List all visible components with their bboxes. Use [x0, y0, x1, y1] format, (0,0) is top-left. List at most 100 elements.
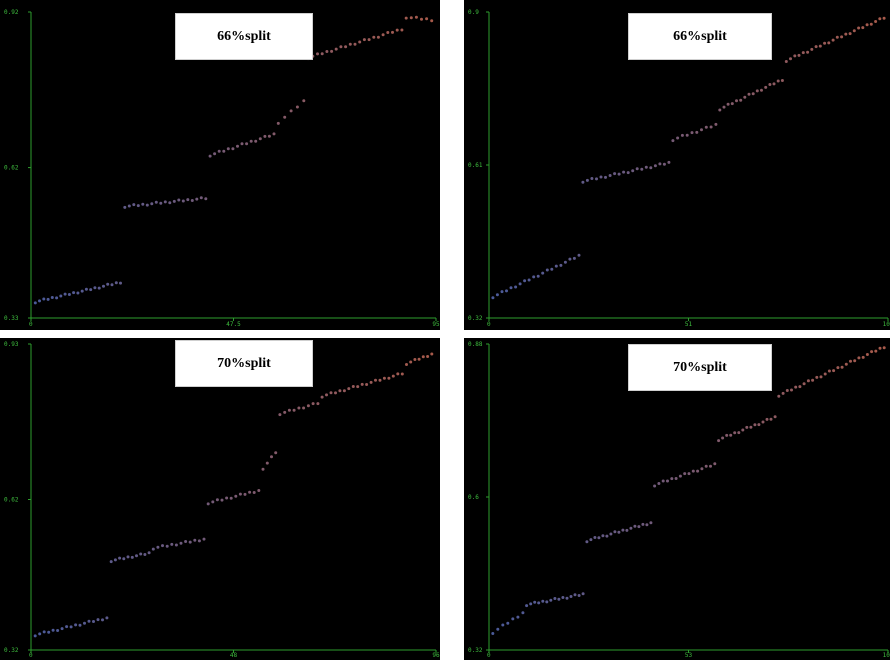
data-point: [276, 121, 280, 125]
data-point: [118, 556, 122, 560]
data-point: [197, 539, 201, 543]
data-point: [420, 17, 423, 21]
data-point: [581, 592, 585, 596]
data-point: [215, 498, 219, 502]
data-point: [325, 393, 328, 397]
data-point: [154, 200, 158, 204]
data-point: [316, 52, 319, 56]
data-point: [495, 293, 499, 297]
data-point: [511, 617, 515, 621]
data-point: [56, 629, 60, 632]
data-point: [145, 203, 149, 207]
chart-plot-4: 0.32 0.6 0.88 0 53 106: [468, 341, 890, 659]
chart-title-1: 66%split: [175, 13, 313, 60]
data-point: [69, 625, 73, 629]
data-point: [87, 619, 91, 623]
data-point: [671, 139, 675, 143]
data-point: [334, 391, 337, 395]
data-point: [356, 385, 360, 389]
data-point: [409, 360, 413, 364]
data-point: [661, 479, 665, 483]
data-point: [199, 196, 203, 200]
data-point: [793, 54, 797, 58]
data-point: [245, 142, 249, 146]
data-point: [229, 496, 233, 500]
data-point: [832, 369, 836, 373]
data-point: [798, 385, 802, 389]
data-point: [537, 601, 541, 605]
y-tick-label: 0.62: [4, 165, 19, 172]
data-point: [657, 482, 661, 485]
data-point: [329, 391, 333, 395]
data-point: [387, 376, 391, 380]
data-point: [674, 477, 678, 480]
data-point: [367, 38, 371, 42]
data-point: [225, 496, 229, 500]
data-point: [741, 428, 745, 432]
data-point: [814, 45, 818, 49]
data-point: [874, 349, 878, 353]
data-point: [653, 484, 657, 488]
x-tick-label: 0: [487, 321, 491, 328]
data-point: [649, 521, 653, 525]
data-point: [676, 136, 680, 140]
data-point: [376, 35, 380, 39]
data-point: [849, 359, 852, 363]
data-point: [72, 291, 76, 295]
data-point: [801, 51, 805, 55]
data-point: [320, 52, 324, 56]
data-point: [47, 630, 51, 634]
data-point: [177, 198, 181, 202]
data-point: [718, 108, 722, 112]
x-tick-label: 96: [432, 652, 440, 659]
data-point: [857, 356, 861, 360]
data-point: [236, 144, 239, 148]
data-point: [254, 139, 258, 143]
data-point: [278, 413, 282, 417]
data-point: [106, 282, 110, 286]
data-point: [717, 439, 721, 443]
data-point: [78, 623, 82, 627]
data-point: [541, 271, 545, 275]
data-point: [536, 274, 540, 278]
data-point: [413, 358, 417, 361]
data-point: [172, 199, 176, 203]
data-point: [414, 15, 418, 19]
data-point: [113, 558, 117, 562]
data-point: [878, 17, 882, 21]
data-point: [174, 543, 178, 547]
data-point: [151, 547, 155, 551]
data-point: [545, 268, 549, 272]
data-point: [765, 417, 769, 421]
data-point: [695, 130, 699, 134]
data-point: [132, 203, 136, 207]
data-point: [161, 544, 164, 548]
chart-title-3: 70%split: [175, 340, 313, 387]
data-point: [680, 133, 684, 137]
data-point: [557, 597, 561, 601]
data-point: [80, 289, 84, 293]
data-point: [861, 26, 865, 30]
data-point: [243, 492, 247, 496]
data-point: [202, 537, 206, 541]
data-point: [831, 38, 835, 42]
data-point: [690, 131, 694, 135]
data-point: [806, 50, 810, 54]
data-point: [781, 391, 785, 395]
data-point: [265, 461, 269, 465]
data-point: [261, 467, 265, 471]
data-point: [297, 406, 301, 410]
data-point: [644, 165, 648, 169]
chart-plot-1: 0.33 0.62 0.92 0 47.5 95: [4, 9, 440, 328]
data-point: [42, 630, 46, 634]
data-point: [122, 557, 126, 561]
data-point: [147, 551, 151, 555]
data-point: [818, 44, 822, 48]
x-tick-label: 47.5: [226, 321, 241, 328]
data-point: [316, 402, 320, 406]
data-point: [529, 602, 533, 606]
data-point: [533, 600, 537, 604]
data-point: [170, 542, 174, 546]
data-point: [404, 16, 408, 20]
data-point: [38, 299, 41, 303]
